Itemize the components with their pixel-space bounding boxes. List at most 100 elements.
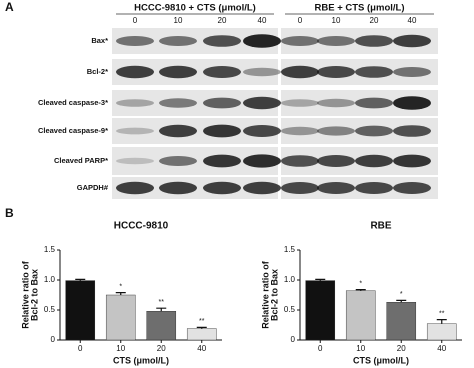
band [116, 99, 154, 107]
error-bar [436, 319, 447, 324]
band [243, 181, 281, 195]
y-axis-label: Bcl-2 to Bax [269, 269, 279, 321]
band [116, 157, 154, 165]
error-bar [396, 299, 407, 303]
x-axis-label: CTS (μmol/L) [353, 355, 409, 365]
panel-label: B [5, 206, 14, 220]
band [355, 125, 393, 137]
band [317, 98, 355, 108]
bar [345, 290, 376, 341]
band [281, 126, 319, 136]
row-label: Bax* [91, 36, 108, 45]
bar [186, 328, 217, 341]
band [116, 181, 154, 195]
x-tick-label: 0 [78, 344, 83, 353]
x-tick-label: 40 [437, 344, 446, 353]
band [317, 182, 355, 194]
group-title: HCCC-9810 + CTS (μmol/L) [134, 3, 256, 14]
band [159, 65, 197, 79]
dose-label: 10 [174, 16, 183, 25]
band [281, 36, 319, 46]
band [281, 182, 319, 194]
y-tick-label: 0 [291, 335, 296, 344]
band [203, 124, 241, 138]
band [393, 96, 431, 110]
band [203, 66, 241, 78]
band [203, 35, 241, 47]
x-tick-label: 40 [197, 344, 206, 353]
band [243, 125, 281, 137]
band [281, 155, 319, 167]
band [243, 34, 281, 48]
band [393, 154, 431, 168]
bar [105, 294, 136, 341]
chart-title: RBE [370, 221, 391, 232]
error-bar [156, 307, 167, 312]
band [317, 126, 355, 136]
band [281, 65, 319, 79]
x-tick-label: 10 [356, 344, 365, 353]
row-label: Cleaved PARP* [54, 156, 108, 165]
band [393, 34, 431, 48]
x-tick-label: 20 [157, 344, 166, 353]
y-axis-label: Relative ratio of [20, 260, 30, 329]
significance: * [359, 280, 362, 287]
bar [146, 311, 177, 341]
row-label: GAPDH# [77, 183, 109, 192]
y-tick-label: 0 [51, 335, 56, 344]
group-title: RBE + CTS (μmol/L) [315, 3, 405, 14]
row-label: Cleaved caspase-3* [38, 98, 108, 107]
y-tick-label: 1.5 [284, 245, 296, 254]
dose-label: 40 [258, 16, 267, 25]
y-tick-label: 0.5 [284, 305, 296, 314]
error-bar [75, 278, 86, 281]
band [281, 99, 319, 107]
significance: ** [439, 310, 445, 317]
dose-label: 10 [332, 16, 341, 25]
band [393, 182, 431, 194]
y-tick-label: 1.0 [44, 275, 56, 284]
band [355, 66, 393, 78]
dose-label: 20 [218, 16, 227, 25]
significance: * [400, 291, 403, 298]
row-label: Cleaved caspase-9* [38, 126, 108, 135]
band [243, 67, 281, 77]
band [317, 66, 355, 78]
error-bar [115, 292, 126, 295]
bar [426, 323, 457, 341]
bar [65, 280, 96, 341]
bar [305, 280, 336, 341]
band [159, 124, 197, 138]
band [203, 181, 241, 195]
significance: ** [199, 318, 205, 325]
chart-title: HCCC-9810 [114, 221, 169, 232]
band [393, 67, 431, 77]
dose-label: 0 [133, 16, 138, 25]
dose-label: 20 [370, 16, 379, 25]
band [355, 35, 393, 47]
y-axis-label: Bcl-2 to Bax [29, 269, 39, 321]
band [243, 96, 281, 110]
bar [386, 302, 417, 341]
band [317, 36, 355, 46]
x-axis-label: CTS (μmol/L) [113, 355, 169, 365]
x-tick-label: 10 [116, 344, 125, 353]
band [159, 36, 197, 46]
x-tick-label: 20 [397, 344, 406, 353]
significance: * [119, 283, 122, 290]
band [159, 156, 197, 166]
band [116, 65, 154, 79]
error-bar [355, 289, 366, 291]
y-tick-label: 0.5 [44, 305, 56, 314]
band [203, 97, 241, 109]
error-bar [196, 326, 207, 329]
significance: ** [159, 299, 165, 306]
band [159, 98, 197, 108]
dose-label: 0 [298, 16, 303, 25]
band [355, 182, 393, 194]
band [317, 155, 355, 167]
panel-label: A [5, 0, 14, 14]
band [243, 154, 281, 168]
band [159, 181, 197, 195]
band [116, 36, 154, 46]
